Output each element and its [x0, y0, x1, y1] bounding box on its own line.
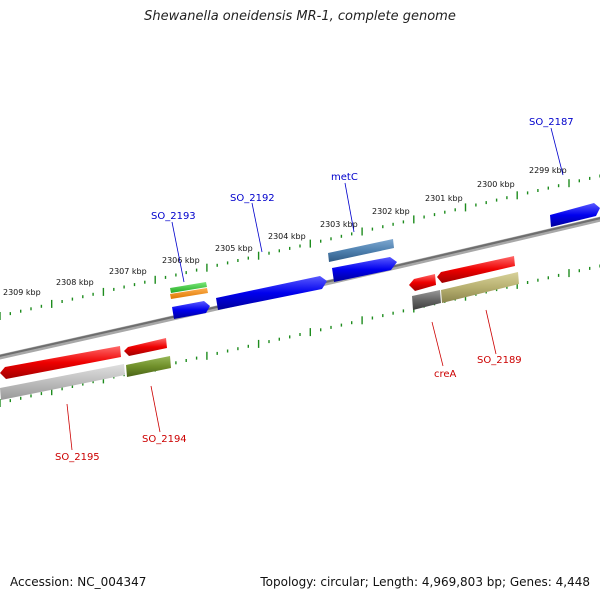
- forward-gene-labels: SO_2193 SO_2192 metC SO_2187: [151, 117, 574, 283]
- gene-SO_2189-arrow[interactable]: [437, 256, 515, 283]
- feature-gray[interactable]: [0, 364, 125, 400]
- ruler-labels: 2309 kbp 2308 kbp 2307 kbp 2306 kbp 2305…: [3, 166, 567, 297]
- ruler-label: 2306 kbp: [162, 256, 200, 265]
- upper-kbp-ruler: [0, 174, 600, 320]
- leader-line: [251, 202, 263, 253]
- ruler-label: 2301 kbp: [425, 194, 463, 203]
- forward-strand-features: [170, 203, 600, 319]
- leader-line: [150, 385, 161, 433]
- gene-SO_2192-arrow[interactable]: [216, 276, 327, 310]
- gene-SO_2195-arrow[interactable]: [0, 346, 121, 379]
- ruler-label: 2305 kbp: [215, 244, 253, 253]
- feature-orange[interactable]: [170, 288, 208, 299]
- gene-label-SO_2187[interactable]: SO_2187: [529, 117, 574, 128]
- ruler-label: 2299 kbp: [529, 166, 567, 175]
- leader-line: [485, 309, 497, 355]
- gene-label-SO_2189[interactable]: SO_2189: [477, 355, 522, 366]
- gene-creA-arrow[interactable]: [409, 274, 436, 291]
- leader-line: [431, 321, 444, 367]
- feature-khaki[interactable]: [441, 272, 519, 303]
- ruler-label: 2303 kbp: [320, 220, 358, 229]
- feature-steelblue[interactable]: [328, 239, 394, 262]
- gene-label-SO_2195[interactable]: SO_2195: [55, 452, 100, 463]
- leader-line: [171, 221, 185, 283]
- gene-SO_2194-arrow[interactable]: [124, 338, 167, 356]
- gene-SO_2187-arrow[interactable]: [550, 203, 600, 227]
- feature-green[interactable]: [170, 282, 207, 293]
- genome-summary: Topology: circular; Length: 4,969,803 bp…: [260, 575, 590, 589]
- reverse-strand-features: [0, 256, 519, 400]
- map-title: Shewanella oneidensis MR-1, complete gen…: [144, 9, 456, 24]
- feature-olive[interactable]: [126, 356, 171, 377]
- gene-label-metC[interactable]: metC: [331, 172, 358, 183]
- reverse-gene-labels: SO_2195 SO_2194 creA SO_2189: [55, 309, 522, 463]
- ruler-label: 2309 kbp: [3, 288, 41, 297]
- gene-label-SO_2194[interactable]: SO_2194: [142, 434, 187, 445]
- feature-darkgray[interactable]: [412, 290, 441, 310]
- gene-metC-arrow[interactable]: [332, 257, 397, 282]
- ruler-label: 2307 kbp: [109, 267, 147, 276]
- leader-line: [66, 403, 73, 451]
- leader-line: [550, 127, 564, 176]
- leader-line: [344, 182, 355, 233]
- accession-label: Accession: NC_004347: [10, 575, 147, 589]
- ruler-label: 2300 kbp: [477, 180, 515, 189]
- gene-label-SO_2193[interactable]: SO_2193: [151, 211, 196, 222]
- gene-label-creA[interactable]: creA: [434, 369, 457, 380]
- gene-SO_2193-arrow[interactable]: [172, 301, 210, 319]
- ruler-label: 2308 kbp: [56, 278, 94, 287]
- ruler-label: 2302 kbp: [372, 207, 410, 216]
- ruler-label: 2304 kbp: [268, 232, 306, 241]
- gene-label-SO_2192[interactable]: SO_2192: [230, 193, 275, 204]
